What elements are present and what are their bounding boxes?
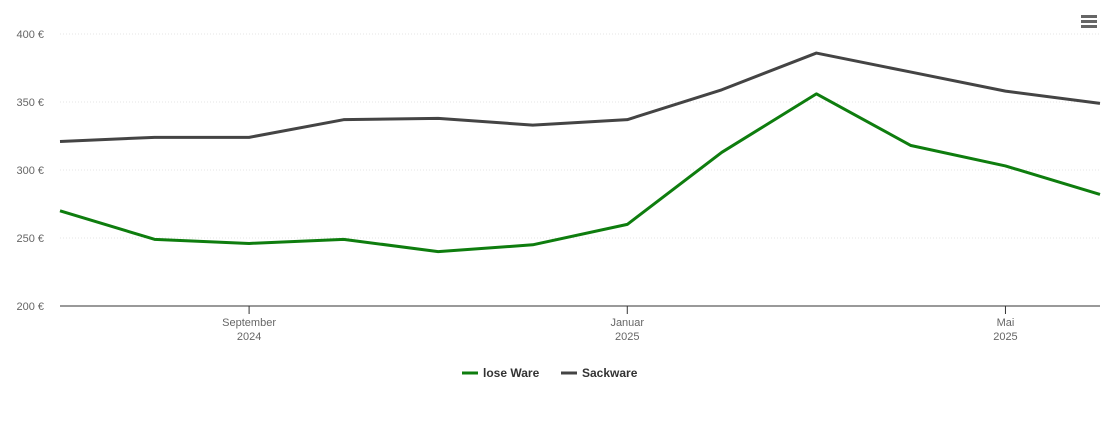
legend-label: Sackware [582,366,638,380]
y-tick-label: 250 € [16,233,44,245]
y-tick-label: 400 € [16,29,44,41]
series-line [59,92,1101,254]
y-tick-label: 350 € [16,97,44,109]
menu-bar [1081,20,1097,23]
menu-bar [1081,15,1097,18]
menu-button[interactable] [1081,15,1097,28]
x-tick-label: September 2024 [222,317,276,343]
y-tick-label: 300 € [16,165,44,177]
legend-label: lose Ware [483,366,540,380]
menu-bar [1081,25,1097,28]
series-line [59,51,1101,143]
x-tick-label: Mai 2025 [993,317,1017,343]
x-tick-label: Januar 2025 [610,317,644,343]
y-tick-label: 200 € [16,301,44,313]
legend: lose Ware Sackware [462,366,638,380]
